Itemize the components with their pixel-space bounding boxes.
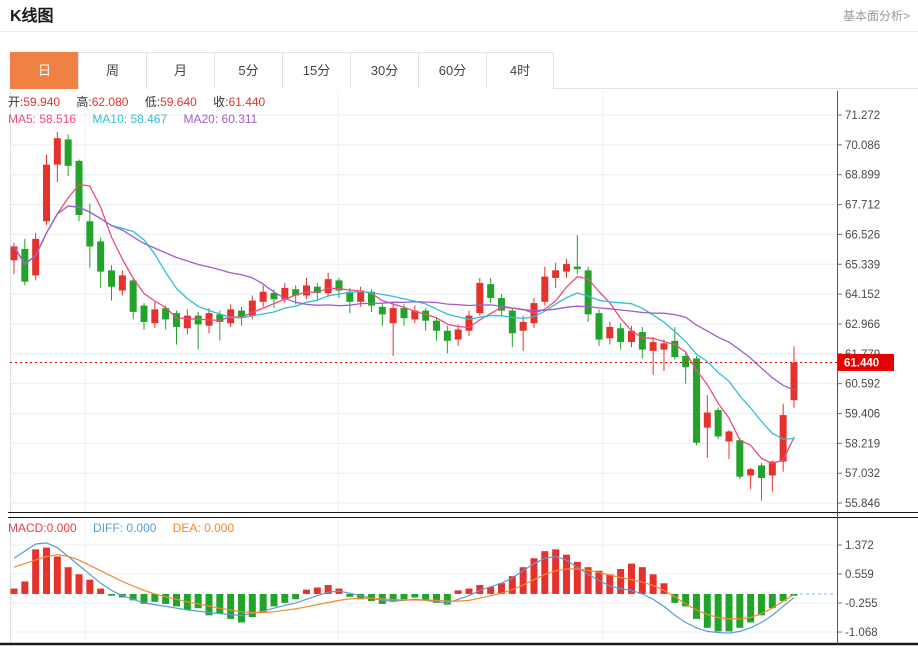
diff-value: DIFF: 0.000 <box>93 521 157 535</box>
ma5-legend: MA5: 58.516 <box>8 112 77 126</box>
svg-text:60.592: 60.592 <box>845 379 880 391</box>
tab-15min[interactable]: 15分 <box>282 52 350 89</box>
ohlc-legend: 开:59.940 高:62.080 低:59.640 收:61.440 <box>8 94 278 110</box>
open-value: 开:59.940 <box>8 95 61 109</box>
macd-value: MACD:0.000 <box>8 521 77 535</box>
svg-text:1.372: 1.372 <box>845 540 874 552</box>
close-value: 收:61.440 <box>213 95 266 109</box>
macd-legend: MACD:0.000 DIFF: 0.000 DEA: 0.000 <box>8 520 247 536</box>
svg-text:62.966: 62.966 <box>845 319 880 331</box>
kline-chart-area[interactable]: 71.272 70.086 68.899 67.712 66.526 65.339 64.1… <box>0 91 918 651</box>
ma-legend: MA5: 58.516 MA10: 58.467 MA20: 60.311 <box>8 111 270 127</box>
fundamental-analysis-link[interactable]: 基本面分析> <box>842 9 910 23</box>
current-price-badge <box>838 353 894 371</box>
svg-text:58.219: 58.219 <box>845 438 880 450</box>
kline-chart-canvas[interactable]: 71.272 70.086 68.899 67.712 66.526 65.339 64.1… <box>0 91 918 651</box>
interval-tabbar: 日 周 月 5分 15分 30分 60分 4时 <box>10 52 918 89</box>
tab-week[interactable]: 周 <box>78 52 146 89</box>
svg-text:0.559: 0.559 <box>845 569 874 581</box>
svg-text:66.526: 66.526 <box>845 229 880 241</box>
svg-text:70.086: 70.086 <box>845 140 880 152</box>
tab-30min[interactable]: 30分 <box>350 52 418 89</box>
tab-60min[interactable]: 60分 <box>418 52 486 89</box>
svg-text:-0.255: -0.255 <box>845 598 878 610</box>
page-title: K线图 <box>10 8 54 25</box>
tab-4hour[interactable]: 4时 <box>486 52 554 89</box>
svg-text:71.272: 71.272 <box>845 110 880 122</box>
ma10-legend: MA10: 58.467 <box>92 112 168 126</box>
ma20-legend: MA20: 60.311 <box>183 112 258 126</box>
page-header: K线图 基本面分析> <box>0 0 918 32</box>
current-price-label: 61.440 <box>844 357 879 369</box>
svg-text:68.899: 68.899 <box>845 170 880 182</box>
svg-text:-1.068: -1.068 <box>845 627 878 639</box>
svg-text:64.152: 64.152 <box>845 289 880 301</box>
svg-text:57.032: 57.032 <box>845 468 880 480</box>
dea-value: DEA: 0.000 <box>172 521 235 535</box>
high-value: 高:62.080 <box>76 95 129 109</box>
svg-text:59.406: 59.406 <box>845 409 880 421</box>
tab-day[interactable]: 日 <box>10 52 78 89</box>
low-value: 低:59.640 <box>144 95 197 109</box>
svg-text:67.712: 67.712 <box>845 200 880 212</box>
tab-5min[interactable]: 5分 <box>214 52 282 89</box>
svg-text:65.339: 65.339 <box>845 259 880 271</box>
tab-month[interactable]: 月 <box>146 52 214 89</box>
svg-text:55.846: 55.846 <box>845 498 880 510</box>
